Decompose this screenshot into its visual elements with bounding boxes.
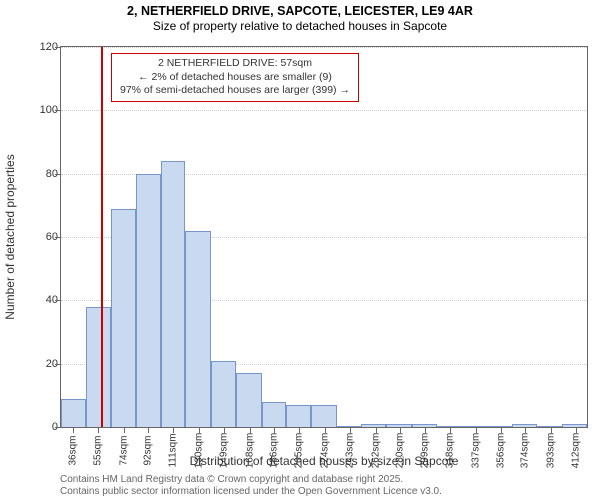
footer-line1: Contains HM Land Registry data © Crown c… <box>60 474 442 486</box>
histogram-bar <box>437 426 461 427</box>
x-tick-mark <box>173 428 174 433</box>
marker-line <box>101 47 103 427</box>
title-line2: Size of property relative to detached ho… <box>0 19 600 33</box>
histogram-bar <box>211 361 236 428</box>
info-box: 2 NETHERFIELD DRIVE: 57sqm← 2% of detach… <box>111 53 359 102</box>
x-axis-label: Distribution of detached houses by size … <box>60 454 588 468</box>
histogram-bar <box>461 426 486 427</box>
histogram-bar <box>111 209 136 428</box>
x-tick-mark <box>501 428 502 433</box>
histogram-bar <box>487 426 512 427</box>
histogram-bar <box>86 307 110 427</box>
y-axis-label: Number of detached properties <box>3 154 17 319</box>
histogram-bar <box>412 424 437 427</box>
x-tick-mark <box>576 428 577 433</box>
histogram-bar <box>562 424 587 427</box>
histogram-bar <box>262 402 286 427</box>
histogram-bar <box>236 373 261 427</box>
histogram-bar <box>386 424 411 427</box>
histogram-bar <box>512 424 537 427</box>
histogram-bar <box>286 405 311 427</box>
y-tick-mark <box>55 427 60 428</box>
x-tick-mark <box>376 428 377 433</box>
x-tick-mark <box>350 428 351 433</box>
x-tick-mark <box>148 428 149 433</box>
y-tick-mark <box>55 300 60 301</box>
histogram-bar <box>185 231 210 427</box>
gridline <box>61 47 587 48</box>
y-tick-mark <box>55 364 60 365</box>
histogram-bar <box>361 424 386 427</box>
x-tick-mark <box>525 428 526 433</box>
x-tick-mark <box>73 428 74 433</box>
x-tick-mark <box>476 428 477 433</box>
x-tick-mark <box>250 428 251 433</box>
x-tick-mark <box>551 428 552 433</box>
gridline <box>61 110 587 111</box>
x-tick-mark <box>224 428 225 433</box>
x-tick-mark <box>274 428 275 433</box>
x-tick-mark <box>425 428 426 433</box>
y-tick-mark <box>55 237 60 238</box>
x-tick-mark <box>299 428 300 433</box>
plot-area: 2 NETHERFIELD DRIVE: 57sqm← 2% of detach… <box>60 46 588 428</box>
footer-line2: Contains public sector information licen… <box>60 486 442 498</box>
x-tick-mark <box>450 428 451 433</box>
histogram-bar <box>537 426 561 427</box>
info-box-line: ← 2% of detached houses are smaller (9) <box>120 71 350 85</box>
title-line1: 2, NETHERFIELD DRIVE, SAPCOTE, LEICESTER… <box>0 4 600 18</box>
histogram-bar <box>311 405 336 427</box>
x-tick-mark <box>124 428 125 433</box>
x-tick-mark <box>325 428 326 433</box>
y-tick-mark <box>55 47 60 48</box>
y-tick-mark <box>55 110 60 111</box>
histogram-bar <box>161 161 185 427</box>
histogram-bar <box>337 426 361 427</box>
x-tick-mark <box>199 428 200 433</box>
info-box-line: 2 NETHERFIELD DRIVE: 57sqm <box>120 57 350 71</box>
info-box-line: 97% of semi-detached houses are larger (… <box>120 84 350 98</box>
x-tick-mark <box>400 428 401 433</box>
x-tick-mark <box>98 428 99 433</box>
chart-container: 2, NETHERFIELD DRIVE, SAPCOTE, LEICESTER… <box>0 0 600 500</box>
footer: Contains HM Land Registry data © Crown c… <box>60 474 442 498</box>
histogram-bar <box>136 174 161 427</box>
title-area: 2, NETHERFIELD DRIVE, SAPCOTE, LEICESTER… <box>0 4 600 33</box>
y-tick-mark <box>55 174 60 175</box>
histogram-bar <box>61 399 86 428</box>
